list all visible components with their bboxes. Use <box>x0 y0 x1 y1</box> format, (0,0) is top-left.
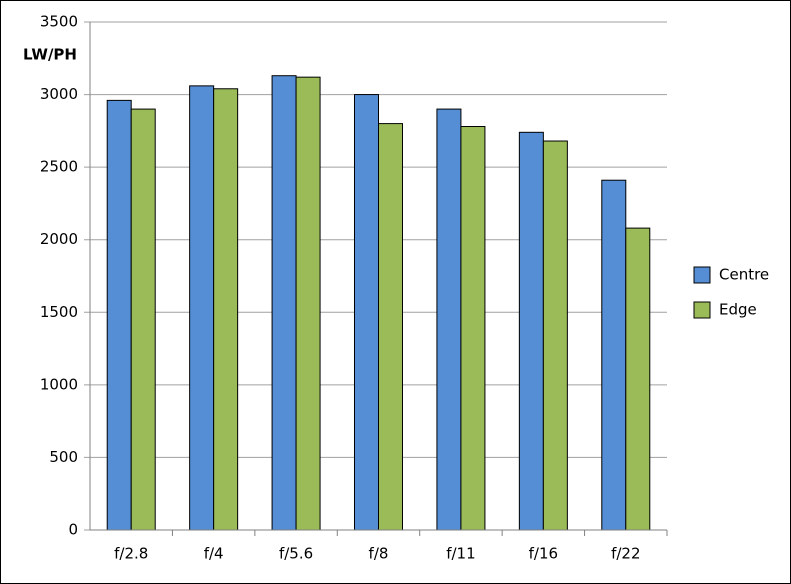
bar <box>460 126 486 531</box>
y-tick-label: 2000 <box>40 230 78 248</box>
x-tick-label: f/11 <box>446 545 475 563</box>
legend-label: Centre <box>719 266 769 284</box>
bar <box>518 131 544 531</box>
bar <box>354 94 379 531</box>
bar <box>213 88 239 531</box>
y-tick-label: 1000 <box>40 375 78 393</box>
bar <box>601 179 627 531</box>
bar <box>271 75 297 531</box>
x-tick-label: f/16 <box>529 545 558 563</box>
y-tick-label: 2500 <box>40 158 78 176</box>
bar <box>625 227 651 531</box>
y-tick-label: 500 <box>49 448 78 466</box>
y-tick-label: 0 <box>68 521 78 539</box>
y-tick-label: 1500 <box>40 303 78 321</box>
y-axis-label: LW/PH <box>23 46 77 64</box>
bar <box>189 85 215 531</box>
legend-swatch <box>693 266 711 284</box>
x-tick-label: f/4 <box>204 545 224 563</box>
x-tick-label: f/8 <box>369 545 389 563</box>
x-tick-label: f/5.6 <box>279 545 313 563</box>
legend-swatch <box>693 301 711 319</box>
y-tick-label: 3000 <box>40 85 78 103</box>
bar <box>106 99 132 531</box>
bar <box>436 108 462 531</box>
legend-label: Edge <box>719 301 757 319</box>
bar <box>295 76 321 531</box>
bar <box>542 140 568 531</box>
y-tick-label: 3500 <box>40 13 78 31</box>
x-tick-label: f/2.8 <box>114 545 148 563</box>
x-tick-label: f/22 <box>611 545 640 563</box>
bar <box>378 123 403 531</box>
bar <box>130 108 156 531</box>
